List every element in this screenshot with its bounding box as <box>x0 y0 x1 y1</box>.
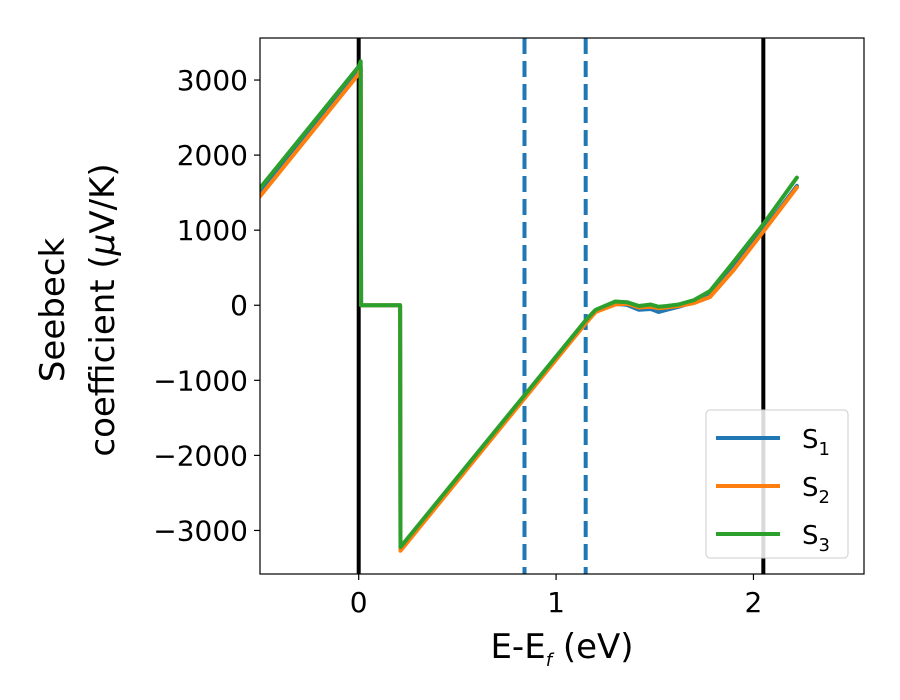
plot-frame <box>259 37 865 575</box>
y-axis-label-suffix: V/K) <box>83 163 123 233</box>
x-axis-label-main: E-E <box>490 627 545 667</box>
x-tick-label: 1 <box>547 586 565 619</box>
x-tick-label: 0 <box>350 586 368 619</box>
series-line-s3 <box>260 59 799 549</box>
series-lines <box>260 59 799 553</box>
y-axis-label-prefix: coefficient ( <box>83 255 123 456</box>
y-axis-label: Seebeck coefficient (μV/K) <box>33 163 123 456</box>
y-tick-label: −3000 <box>153 514 248 547</box>
vertical-reference-lines <box>356 38 766 574</box>
legend-label-s1: S1 <box>802 425 830 460</box>
legend-label-s3: S3 <box>802 521 830 556</box>
y-tick-label: −2000 <box>153 439 248 472</box>
y-tick-label: 2000 <box>177 139 248 172</box>
y-axis-label-line2: coefficient (μV/K) <box>83 163 123 456</box>
legend-items: S1 S2 S3 <box>716 425 830 556</box>
x-tick-label: 2 <box>745 586 763 619</box>
y-tick-label: 1000 <box>177 214 248 247</box>
x-axis-label-unit: (eV) <box>552 627 634 667</box>
y-tick-label: 3000 <box>177 64 248 97</box>
x-axis-label-subscript: f <box>546 650 555 671</box>
x-axis-label: E-Ef (eV) <box>490 627 633 671</box>
y-axis-label-line1: Seebeck <box>33 238 73 383</box>
y-tick-label: 0 <box>230 289 248 322</box>
x-axis-ticks: 0 1 2 <box>350 574 763 619</box>
legend-label-s2: S2 <box>802 473 830 508</box>
y-axis-ticks: 3000 2000 1000 0 −1000 −2000 −3000 <box>153 64 260 547</box>
y-tick-label: −1000 <box>153 364 248 397</box>
y-axis-label-mu: μ <box>83 234 123 257</box>
legend: S1 S2 S3 <box>705 409 849 559</box>
